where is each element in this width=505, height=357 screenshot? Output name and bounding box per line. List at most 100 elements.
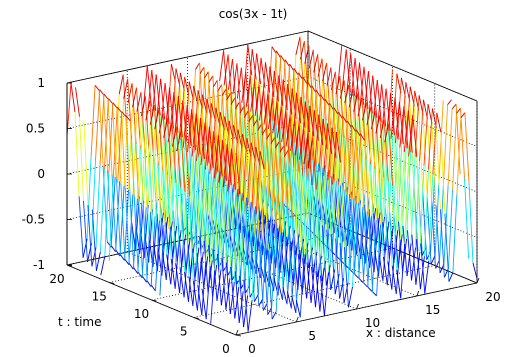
mesh-segment xyxy=(232,63,238,95)
mesh-segment xyxy=(327,247,333,253)
mesh-segment xyxy=(275,234,281,312)
mesh-segment xyxy=(128,194,134,265)
mesh-segment xyxy=(254,85,260,116)
mesh-segment xyxy=(422,191,428,260)
mesh-segment xyxy=(287,88,293,141)
mesh-segment xyxy=(209,131,215,174)
mesh-segment xyxy=(331,132,337,185)
mesh-segment xyxy=(293,167,299,254)
mesh-segment xyxy=(245,228,251,298)
mesh-segment xyxy=(170,64,176,83)
mesh-segment xyxy=(251,147,257,210)
mesh-segment xyxy=(456,117,462,195)
mesh-segment xyxy=(192,252,198,307)
mesh-segment xyxy=(263,169,269,251)
mesh-segment xyxy=(271,46,277,54)
mesh-segment xyxy=(403,106,409,149)
mesh-segment xyxy=(320,98,326,170)
mesh-segment xyxy=(380,142,386,225)
mesh-segment xyxy=(341,260,346,266)
mesh-segment xyxy=(306,81,312,89)
mesh-segment xyxy=(395,239,401,294)
mesh-segment xyxy=(133,196,139,273)
mesh-segment xyxy=(335,238,341,299)
mesh-segment xyxy=(300,97,306,128)
mesh-segment xyxy=(346,122,352,200)
mesh-segment xyxy=(277,142,283,229)
mesh-segment xyxy=(254,237,260,307)
grid-line xyxy=(187,238,357,310)
mesh-segment xyxy=(347,199,353,283)
mesh-segment xyxy=(324,98,330,106)
mesh-segment xyxy=(303,168,309,255)
mesh-segment xyxy=(307,180,312,267)
mesh-segment xyxy=(419,256,425,290)
mesh-segment xyxy=(217,84,223,92)
mesh-segment xyxy=(366,106,372,125)
mesh-segment xyxy=(423,169,429,257)
mesh-segment xyxy=(286,291,292,309)
mesh-segment xyxy=(371,133,377,216)
mesh-segment xyxy=(279,145,285,153)
mesh-segment xyxy=(338,116,344,187)
mesh-segment xyxy=(371,220,377,292)
mesh-segment xyxy=(278,79,284,133)
mesh-segment xyxy=(357,97,363,117)
mesh-segment xyxy=(223,54,229,86)
mesh-segment xyxy=(243,110,249,118)
y-tick-mark xyxy=(151,299,157,302)
mesh-segment xyxy=(434,176,440,256)
mesh-segment xyxy=(287,150,293,220)
mesh-segment xyxy=(420,243,426,294)
mesh-segment xyxy=(314,114,320,168)
mesh-segment xyxy=(329,107,335,178)
mesh-segment xyxy=(191,113,197,157)
mesh-segment xyxy=(295,249,301,313)
mesh-segment xyxy=(212,249,218,301)
mesh-segment xyxy=(354,273,360,279)
mesh-segment xyxy=(299,254,305,318)
mesh-segment xyxy=(339,80,345,99)
mesh-segment xyxy=(246,142,252,206)
mesh-segment xyxy=(360,133,365,141)
y-tick-label: 10 xyxy=(134,307,149,321)
mesh-segment xyxy=(311,266,316,308)
y-tick-mark xyxy=(193,317,199,319)
mesh-segment xyxy=(195,62,200,70)
mesh-segment xyxy=(259,89,265,121)
mesh-segment xyxy=(431,123,437,206)
mesh-segment xyxy=(118,74,124,95)
mesh-segment xyxy=(163,118,169,138)
mesh-segment xyxy=(335,98,341,181)
mesh-segment xyxy=(359,62,365,105)
mesh-segment xyxy=(304,101,310,133)
mesh-segment xyxy=(256,53,262,85)
mesh-segment xyxy=(263,245,269,315)
mesh-segment xyxy=(456,108,461,114)
mesh-segment xyxy=(426,196,432,265)
mesh-segment xyxy=(323,180,329,269)
mesh-segment xyxy=(271,311,277,320)
mesh-segment xyxy=(386,92,392,135)
z-tick-label: 1 xyxy=(37,76,45,90)
mesh-segment xyxy=(247,49,253,102)
mesh-segment xyxy=(176,131,182,151)
x-tick-mark xyxy=(295,316,299,323)
mesh-segment xyxy=(117,111,123,183)
z-tick-label: 0 xyxy=(37,167,45,181)
mesh-segment xyxy=(345,193,351,266)
mesh-segment xyxy=(356,133,361,205)
mesh-segment xyxy=(351,124,357,132)
mesh-segment xyxy=(200,122,206,166)
mesh-segment xyxy=(327,127,333,181)
mesh-segment xyxy=(184,191,190,277)
mesh-segment xyxy=(78,196,84,258)
mesh-segment xyxy=(317,58,323,77)
mesh-segment xyxy=(350,269,355,275)
mesh-segment xyxy=(337,44,343,87)
mesh-segment xyxy=(335,132,341,163)
y-axis-label: t : time xyxy=(58,315,102,329)
mesh-segment xyxy=(142,205,148,282)
mesh-segment xyxy=(242,138,248,201)
mesh-segment xyxy=(287,215,293,296)
